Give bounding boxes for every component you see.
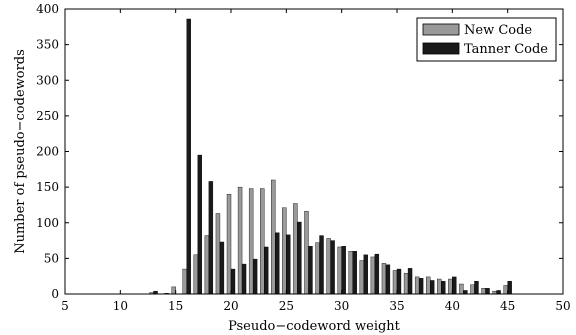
bar-new-code-39	[437, 278, 442, 295]
bar-tanner-code-22	[252, 258, 258, 295]
x-tick-label: 50	[555, 299, 570, 313]
bars-group	[149, 18, 512, 295]
bar-tanner-code-29	[330, 240, 335, 295]
x-tick-label: 5	[61, 299, 69, 313]
x-tick-label: 10	[113, 299, 128, 313]
x-tick-label: 35	[389, 299, 404, 313]
x-tick-label: 25	[279, 299, 294, 313]
y-axis-label: Number of pseudo−codewords	[13, 49, 28, 254]
bar-tanner-code-24	[275, 232, 280, 295]
y-tick-label: 400	[36, 2, 59, 16]
bar-tanner-code-35	[396, 268, 402, 295]
bar-tanner-code-39	[441, 280, 446, 295]
bar-tanner-code-27	[308, 246, 313, 295]
bar-tanner-code-42	[474, 280, 479, 295]
bar-tanner-code-38	[430, 280, 435, 295]
x-axis-label: Pseudo−codeword weight	[228, 319, 401, 334]
bar-new-code-29	[326, 238, 331, 295]
bar-tanner-code-23	[264, 246, 269, 295]
x-tick-label: 45	[500, 299, 515, 313]
bar-new-code-20	[226, 194, 232, 295]
bar-new-code-35	[392, 270, 398, 295]
y-tick-label: 50	[44, 251, 59, 265]
y-tick-label: 350	[36, 38, 59, 52]
legend-swatch-new-code	[422, 23, 460, 36]
bar-new-code-36	[403, 273, 409, 295]
x-tick-label: 15	[168, 299, 183, 313]
bar-tanner-code-17	[197, 154, 202, 295]
bar-new-code-24	[271, 179, 276, 295]
bar-new-code-17	[193, 254, 199, 295]
bar-tanner-code-21	[241, 263, 247, 295]
bar-tanner-code-32	[363, 254, 368, 295]
bar-new-code-32	[359, 260, 365, 295]
legend-label-tanner-code: Tanner Code	[464, 42, 548, 57]
bar-new-code-21	[237, 186, 243, 295]
bar-new-code-15	[171, 286, 176, 295]
bar-new-code-43	[481, 288, 486, 295]
bar-tanner-code-45	[507, 280, 512, 295]
y-tick-label: 150	[36, 180, 59, 194]
bar-tanner-code-40	[452, 276, 457, 295]
bar-tanner-code-36	[407, 268, 413, 295]
bar-new-code-18	[204, 235, 210, 295]
bar-new-code-42	[470, 284, 475, 295]
bar-new-code-45	[503, 285, 508, 295]
bar-tanner-code-28	[319, 235, 324, 295]
bar-new-code-28	[315, 242, 320, 295]
bar-new-code-33	[370, 256, 376, 295]
bar-tanner-code-18	[208, 181, 214, 295]
bar-tanner-code-44	[496, 290, 501, 295]
x-tick-label: 30	[334, 299, 349, 313]
bar-tanner-code-16	[186, 18, 191, 295]
bar-tanner-code-34	[385, 264, 391, 295]
legend: New Code Tanner Code	[416, 17, 557, 62]
x-axis-ticks: 5 10 15 20 25 30 35 40 45 50	[61, 9, 571, 313]
bar-tanner-code-37	[418, 278, 424, 295]
bar-tanner-code-43	[485, 288, 490, 295]
bar-tanner-code-33	[374, 253, 380, 295]
legend-label-new-code: New Code	[464, 23, 532, 38]
bar-new-code-30	[337, 246, 342, 295]
bar-new-code-40	[448, 278, 453, 295]
y-tick-label: 200	[36, 145, 59, 159]
y-tick-label: 0	[51, 287, 59, 301]
y-tick-label: 300	[36, 73, 59, 87]
bar-new-code-16	[182, 268, 187, 295]
y-tick-label: 250	[36, 109, 59, 123]
bar-new-code-22	[248, 188, 254, 295]
bar-tanner-code-25	[286, 234, 291, 295]
bar-new-code-26	[293, 203, 298, 295]
bar-tanner-code-19	[219, 241, 225, 295]
bar-tanner-code-31	[352, 251, 357, 295]
bar-new-code-31	[348, 251, 353, 295]
bar-tanner-code-20	[230, 268, 236, 295]
y-axis-ticks: 0 50 100 150 200 250 300 350 400	[36, 2, 563, 301]
x-tick-label: 40	[445, 299, 460, 313]
y-tick-label: 100	[36, 216, 59, 230]
legend-swatch-tanner-code	[422, 42, 460, 55]
bar-new-code-23	[260, 188, 265, 295]
bar-new-code-37	[414, 276, 420, 295]
bar-tanner-code-41	[463, 290, 468, 295]
bar-tanner-code-26	[297, 221, 302, 295]
x-tick-label: 20	[223, 299, 238, 313]
bar-new-code-25	[282, 207, 287, 295]
bar-new-code-19	[215, 213, 221, 295]
bar-new-code-27	[304, 211, 309, 295]
bar-new-code-38	[426, 276, 431, 295]
bar-tanner-code-30	[341, 246, 346, 295]
bar-new-code-34	[381, 263, 387, 295]
bar-new-code-41	[459, 283, 464, 295]
